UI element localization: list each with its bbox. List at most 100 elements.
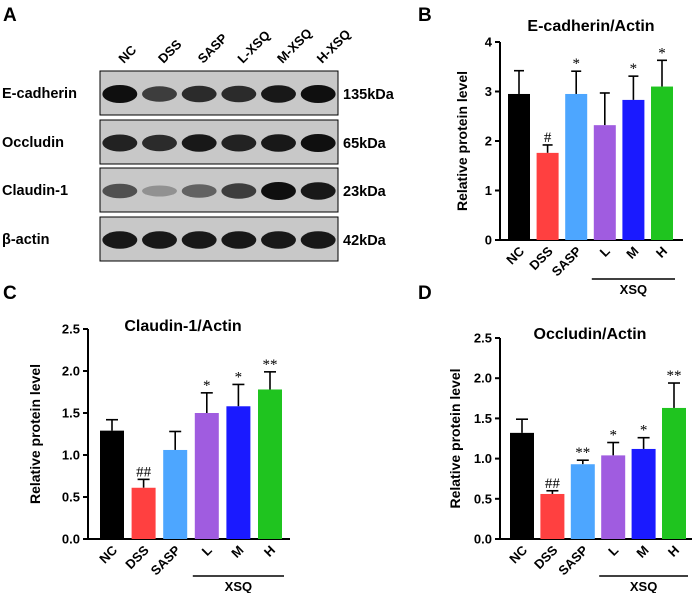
group-label: XSQ xyxy=(225,579,252,593)
y-tick-label: 2.5 xyxy=(474,331,492,346)
panel-label-a: A xyxy=(3,5,17,26)
x-tick-label: H xyxy=(653,244,670,261)
significance-mark: * xyxy=(658,45,666,61)
bar xyxy=(593,125,616,240)
x-tick-label: L xyxy=(605,542,621,558)
group-label: XSQ xyxy=(620,282,647,297)
blot-lane-label: M-XSQ xyxy=(274,25,315,66)
y-tick-label: 0.0 xyxy=(62,532,80,547)
bar xyxy=(540,493,565,539)
y-tick-label: 0.5 xyxy=(62,490,80,505)
bar xyxy=(570,464,595,539)
x-tick-label: NC xyxy=(96,542,120,566)
y-tick-label: 2 xyxy=(485,134,492,149)
x-tick-label: NC xyxy=(503,243,527,267)
y-tick-label: 0.0 xyxy=(474,532,492,547)
blot-strip xyxy=(99,167,339,213)
chart-title: Claudin-1/Actin xyxy=(124,318,241,335)
blot-lane-label: L-XSQ xyxy=(234,27,273,66)
chart-title: Occludin/Actin xyxy=(534,326,647,343)
blot-band xyxy=(300,134,336,152)
blot-strip xyxy=(99,119,339,165)
blot-size-label: 42kDa xyxy=(343,233,387,249)
x-tick-label: L xyxy=(597,243,613,259)
y-tick-label: 1.0 xyxy=(474,451,492,466)
x-tick-label: H xyxy=(261,543,278,560)
blot-size-label: 23kDa xyxy=(343,184,387,200)
significance-mark: * xyxy=(572,56,580,72)
x-tick-label: M xyxy=(623,244,641,262)
panel-label-d: D xyxy=(418,283,432,304)
y-tick-label: 2.0 xyxy=(62,364,80,379)
x-tick-label: SASP xyxy=(549,243,585,279)
chart-claudin-1: Claudin-1/Actin Relative protein level 0.0… xyxy=(27,318,290,593)
blot-strip xyxy=(99,70,339,116)
blot-band xyxy=(300,85,336,103)
blot-protein-label: β-actin xyxy=(2,232,50,248)
x-tick-label: L xyxy=(199,542,215,558)
y-tick-label: 1.5 xyxy=(474,411,492,426)
blot-lane-label: DSS xyxy=(155,36,185,66)
blot-band xyxy=(102,231,138,249)
blot-band xyxy=(221,183,257,199)
chart-e-cadherin: E-cadherin/Actin Relative protein level 0 1… xyxy=(454,18,683,297)
bar xyxy=(565,93,588,240)
blot-protein-label: Claudin-1 xyxy=(2,183,68,199)
y-axis-label: Relative protein level xyxy=(447,368,463,508)
x-tick-label: M xyxy=(228,543,246,561)
blot-protein-label: Occludin xyxy=(2,135,64,151)
y-tick-label: 0 xyxy=(485,233,492,248)
bar xyxy=(131,487,156,539)
y-axis-label: Relative protein level xyxy=(454,71,470,211)
blot-band xyxy=(142,185,177,197)
y-tick-label: 1.0 xyxy=(62,448,80,463)
blot-band xyxy=(261,85,296,103)
blot-band xyxy=(142,134,177,152)
blot-band xyxy=(181,85,217,103)
blot-band xyxy=(181,184,217,198)
x-tick-label: H xyxy=(665,543,682,560)
bar xyxy=(601,455,626,539)
blot-band xyxy=(142,231,177,249)
significance-mark: ** xyxy=(575,445,590,461)
significance-mark: * xyxy=(609,428,617,444)
bar xyxy=(510,432,534,539)
significance-mark: * xyxy=(235,369,243,385)
bar xyxy=(226,406,251,539)
y-tick-label: 1.5 xyxy=(62,406,80,421)
blot-band xyxy=(221,134,257,152)
blot-size-label: 135kDa xyxy=(343,87,395,103)
blot-band xyxy=(261,231,296,249)
blot-lane-label: SASP xyxy=(195,30,231,66)
bar xyxy=(100,430,124,539)
blot-band xyxy=(142,86,177,102)
significance-mark: # xyxy=(544,130,552,146)
blot-strip xyxy=(99,216,339,262)
x-tick-label: M xyxy=(633,543,651,561)
bar xyxy=(258,389,282,539)
y-tick-label: 2.5 xyxy=(62,322,80,337)
blot-band xyxy=(300,182,336,200)
chart-occludin: Occludin/Actin Relative protein level 0.0 0… xyxy=(447,326,692,593)
y-tick-label: 1 xyxy=(485,183,492,198)
significance-mark: ## xyxy=(545,476,561,492)
chart-title: E-cadherin/Actin xyxy=(527,18,654,35)
blot-band xyxy=(300,231,336,249)
x-tick-label: NC xyxy=(506,542,530,566)
significance-mark: ** xyxy=(667,368,682,384)
bar xyxy=(631,448,656,539)
bar xyxy=(163,449,188,539)
bar xyxy=(194,413,219,539)
blot-band xyxy=(221,85,257,103)
blot-band xyxy=(261,134,296,152)
blot-band xyxy=(261,182,296,200)
y-axis-label: Relative protein level xyxy=(27,364,43,504)
y-tick-label: 4 xyxy=(485,35,493,50)
blot-lane-label: NC xyxy=(115,42,139,66)
blot-band xyxy=(181,231,217,249)
blot-protein-label: E-cadherin xyxy=(2,86,77,102)
blot-band xyxy=(181,134,217,152)
panel-label-b: B xyxy=(418,5,432,26)
